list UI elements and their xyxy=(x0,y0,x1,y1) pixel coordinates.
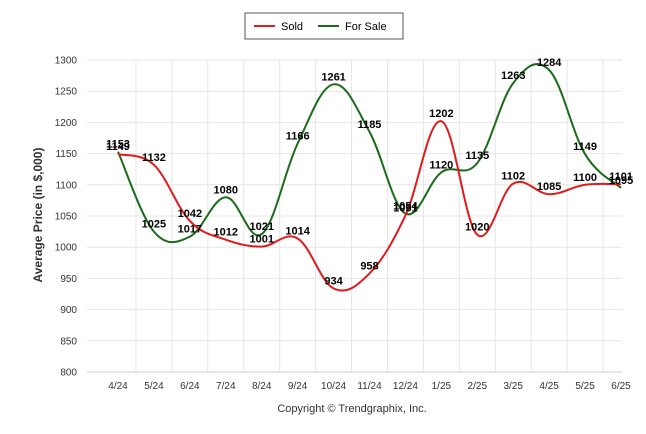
data-label-for-sale: 1284 xyxy=(537,57,562,69)
y-tick-label: 1100 xyxy=(55,180,77,191)
series-line-for-sale xyxy=(117,63,622,244)
data-label-sold: 1051 xyxy=(393,202,417,214)
y-tick-label: 1250 xyxy=(55,87,78,98)
y-tick-label: 1150 xyxy=(55,149,77,160)
data-label-for-sale: 1017 xyxy=(178,224,202,236)
data-label-sold: 1149 xyxy=(106,141,130,153)
data-label-for-sale: 1261 xyxy=(321,71,345,83)
data-label-for-sale: 1021 xyxy=(249,221,273,233)
legend-label-sold: Sold xyxy=(281,21,303,33)
copyright-credit: Copyright © Trendgraphix, Inc. xyxy=(277,403,426,415)
y-tick-label: 900 xyxy=(60,305,77,316)
data-label-sold: 1202 xyxy=(429,108,453,120)
x-tick-label: 4/25 xyxy=(539,381,559,392)
data-label-for-sale: 1080 xyxy=(214,184,238,196)
data-label-for-sale: 1095 xyxy=(609,175,633,187)
y-axis-title: Average Price (in $,000) xyxy=(31,148,45,283)
legend-label-for-sale: For Sale xyxy=(345,21,387,33)
series-lines xyxy=(117,63,622,292)
data-label-for-sale: 1263 xyxy=(501,70,525,82)
data-label-for-sale: 1153 xyxy=(106,139,130,151)
data-label-for-sale: 1025 xyxy=(142,219,166,231)
data-label-for-sale: 1120 xyxy=(429,159,453,171)
data-label-sold: 1020 xyxy=(465,222,489,234)
x-tick-label: 2/25 xyxy=(468,381,488,392)
data-label-sold: 1102 xyxy=(501,171,525,183)
x-tick-label: 5/24 xyxy=(144,381,164,392)
grid-lines xyxy=(87,59,622,373)
x-tick-label: 1/25 xyxy=(432,381,452,392)
y-tick-label: 1200 xyxy=(55,118,78,129)
data-label-sold: 1042 xyxy=(178,208,202,220)
y-tick-label: 800 xyxy=(60,368,77,379)
data-label-sold: 1014 xyxy=(285,225,310,237)
x-tick-label: 5/25 xyxy=(575,381,595,392)
data-label-sold: 1132 xyxy=(142,152,166,164)
y-tick-label: 1300 xyxy=(55,56,78,67)
x-tick-label: 12/24 xyxy=(393,381,418,392)
x-tick-label: 9/24 xyxy=(288,381,308,392)
data-label-for-sale: 1135 xyxy=(465,150,489,162)
x-tick-label: 8/24 xyxy=(252,381,272,392)
data-label-sold: 934 xyxy=(324,275,343,287)
series-line-sold xyxy=(117,120,622,292)
data-label-for-sale: 1185 xyxy=(358,119,382,131)
data-label-sold: 1100 xyxy=(573,172,597,184)
x-tick-label: 7/24 xyxy=(216,381,236,392)
data-label-for-sale: 1166 xyxy=(286,131,310,143)
y-tick-label: 850 xyxy=(60,336,77,347)
x-tick-label: 6/25 xyxy=(611,381,631,392)
x-tick-label: 6/24 xyxy=(180,381,200,392)
x-tick-label: 10/24 xyxy=(321,381,346,392)
data-label-sold: 1001 xyxy=(249,234,273,246)
data-label-sold: 1101 xyxy=(609,171,633,183)
x-tick-label: 11/24 xyxy=(357,381,382,392)
data-label-for-sale: 1054 xyxy=(393,201,418,213)
data-label-sold: 1012 xyxy=(214,227,238,239)
axes: 800 850 900 950 1000 1050 1100 1150 1200 1250 1300… xyxy=(55,56,631,393)
data-label-sold: 958 xyxy=(360,260,378,272)
legend: Sold For Sale xyxy=(244,12,404,40)
data-label-sold: 1085 xyxy=(537,181,561,193)
x-tick-label: 4/24 xyxy=(108,381,128,392)
y-tick-label: 1000 xyxy=(55,243,78,254)
x-tick-label: 3/25 xyxy=(503,381,523,392)
data-label-for-sale: 1149 xyxy=(573,141,597,153)
y-tick-label: 950 xyxy=(60,274,77,285)
data-labels: 1149 1132 1042 1012 1001 1014 934 958 1051 1202 10… xyxy=(106,57,633,287)
y-tick-label: 1050 xyxy=(55,212,78,223)
